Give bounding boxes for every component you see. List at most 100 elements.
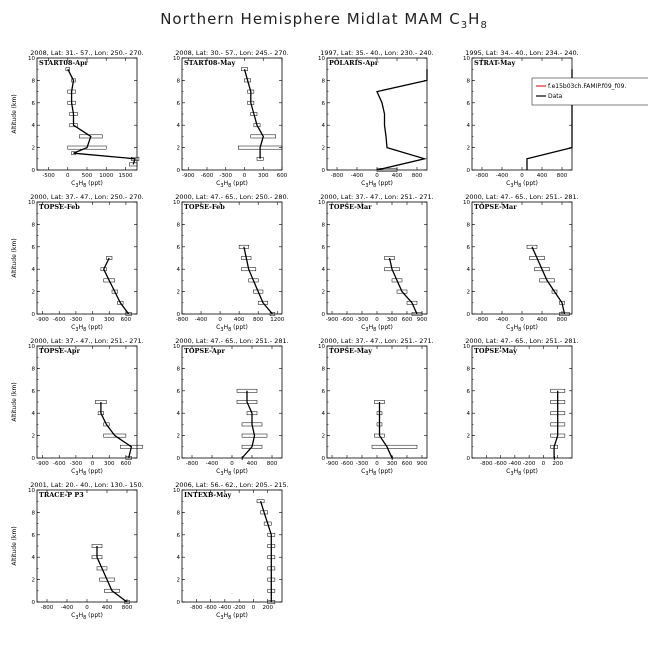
x-tick-label: 400 bbox=[537, 317, 548, 323]
y-tick-label: 2 bbox=[32, 146, 36, 152]
x-tick-label: -900 bbox=[36, 461, 49, 467]
plot-frame bbox=[471, 57, 573, 171]
y-tick-label: 0 bbox=[177, 168, 181, 174]
y-tick-label: 6 bbox=[32, 245, 36, 251]
x-tick-label: 400 bbox=[537, 173, 548, 179]
y-tick-label: 4 bbox=[322, 267, 326, 273]
whisker-box bbox=[106, 256, 113, 260]
y-tick-label: 10 bbox=[28, 56, 35, 62]
x-tick-label: 600 bbox=[277, 173, 288, 179]
y-tick-label: 4 bbox=[177, 555, 181, 561]
y-tick-label: 6 bbox=[177, 533, 181, 539]
legend: f.e15b03ch.FAMIP.f09_f09. Data bbox=[531, 77, 648, 106]
x-tick-label: -200 bbox=[233, 605, 246, 611]
x-axis-label: C3H8 (ppt) bbox=[506, 180, 538, 189]
y-tick-label: 8 bbox=[177, 78, 181, 84]
y-tick-label: 0 bbox=[322, 168, 326, 174]
y-tick-label: 2 bbox=[32, 290, 36, 296]
x-axis-label: C3H8 (ppt) bbox=[71, 468, 103, 477]
plot-frame bbox=[471, 201, 573, 315]
x-tick-label: 600 bbox=[121, 461, 132, 467]
whisker-box bbox=[99, 577, 115, 582]
whisker-box bbox=[269, 312, 276, 316]
x-tick-label: -900 bbox=[182, 173, 195, 179]
x-tick-label: 400 bbox=[247, 461, 258, 467]
y-tick-label: 6 bbox=[322, 245, 326, 251]
x-tick-label: -400 bbox=[509, 461, 522, 467]
y-tick-label: 4 bbox=[32, 411, 36, 417]
data-profile-line bbox=[243, 246, 273, 315]
panel-header: 2000, Lat: 37.- 47., Lon: 251.- 271. bbox=[320, 337, 434, 345]
y-tick-label: 2 bbox=[467, 146, 471, 152]
y-tick-label: 0 bbox=[177, 456, 181, 462]
data-profile-line bbox=[100, 402, 133, 459]
panel-label: TOPSE-Apr bbox=[39, 347, 80, 355]
x-tick-label: -400 bbox=[195, 317, 208, 323]
panel-header: 2000, Lat: 37.- 47., Lon: 250.- 270. bbox=[30, 193, 144, 201]
y-tick-label: 0 bbox=[32, 456, 36, 462]
x-tick-label: -300 bbox=[356, 461, 369, 467]
x-axis-label: C3H8 (ppt) bbox=[361, 468, 393, 477]
y-tick-label: 0 bbox=[467, 168, 471, 174]
panel-header: 2000, Lat: 47.- 65., Lon: 250.- 280. bbox=[175, 193, 289, 201]
y-tick-label: 2 bbox=[177, 290, 181, 296]
y-tick-label: 0 bbox=[467, 456, 471, 462]
data-profile-line bbox=[388, 257, 418, 315]
y-tick-label: 6 bbox=[32, 533, 36, 539]
data-profile-line bbox=[96, 546, 128, 603]
whisker-box bbox=[103, 433, 127, 438]
x-tick-label: -800 bbox=[476, 173, 489, 179]
x-tick-label: -300 bbox=[70, 317, 83, 323]
x-tick-label: -600 bbox=[494, 461, 507, 467]
panel-4: 1995, Lat: 34.- 40., Lon: 234.- 240. STRA… bbox=[463, 49, 648, 189]
y-tick-label: 6 bbox=[32, 389, 36, 395]
y-tick-label: 8 bbox=[32, 222, 36, 228]
x-tick-label: -400 bbox=[496, 317, 509, 323]
panel-label: INTEXB-May bbox=[184, 491, 232, 499]
y-tick-label: 6 bbox=[177, 389, 181, 395]
y-tick-label: 10 bbox=[173, 200, 180, 206]
data-profile-line bbox=[376, 69, 428, 171]
y-tick-label: 2 bbox=[32, 434, 36, 440]
y-axis-label: Altitude (km) bbox=[11, 94, 18, 133]
x-tick-label: -800 bbox=[190, 605, 203, 611]
x-tick-label: -600 bbox=[53, 461, 66, 467]
data-profile-line bbox=[378, 402, 393, 459]
x-axis-label: C3H8 (ppt) bbox=[216, 612, 248, 621]
y-tick-label: 10 bbox=[28, 344, 35, 350]
x-axis-label: C3H8 (ppt) bbox=[216, 180, 248, 189]
y-tick-label: 4 bbox=[32, 123, 36, 129]
y-tick-label: 4 bbox=[177, 123, 181, 129]
whisker-box bbox=[526, 244, 538, 249]
x-tick-label: 0 bbox=[85, 605, 89, 611]
y-tick-label: 4 bbox=[322, 123, 326, 129]
y-tick-label: 4 bbox=[467, 267, 471, 273]
x-tick-label: -600 bbox=[341, 317, 354, 323]
y-tick-label: 8 bbox=[177, 222, 181, 228]
y-tick-label: 8 bbox=[322, 366, 326, 372]
panel-3: 1997, Lat: 35.- 40., Lon: 230.- 240. POLA… bbox=[318, 49, 434, 189]
x-tick-label: 1000 bbox=[99, 173, 113, 179]
panel-header: 2008, Lat: 31.- 57., Lon: 250.- 270. bbox=[30, 49, 144, 57]
y-tick-label: 6 bbox=[322, 389, 326, 395]
panel-14: 2006, Lat: 56.- 62., Lon: 205.- 215. INTE… bbox=[173, 481, 289, 621]
y-tick-label: 8 bbox=[467, 222, 471, 228]
x-tick-label: -300 bbox=[356, 317, 369, 323]
data-profile-line bbox=[67, 68, 136, 165]
x-tick-label: -400 bbox=[219, 605, 232, 611]
panel-label: TOPSE-May bbox=[474, 347, 517, 355]
whisker-box bbox=[391, 278, 403, 283]
x-tick-label: 300 bbox=[387, 461, 398, 467]
x-tick-label: 300 bbox=[387, 317, 398, 323]
plot-frame bbox=[326, 345, 428, 459]
x-tick-label: 400 bbox=[234, 317, 245, 323]
plot-frame bbox=[181, 345, 283, 459]
x-tick-label: -500 bbox=[42, 173, 55, 179]
y-tick-label: 8 bbox=[32, 78, 36, 84]
y-tick-label: 10 bbox=[173, 488, 180, 494]
x-tick-label: 0 bbox=[66, 173, 70, 179]
y-tick-label: 8 bbox=[322, 78, 326, 84]
x-tick-label: 0 bbox=[91, 461, 95, 467]
y-tick-label: 8 bbox=[32, 510, 36, 516]
